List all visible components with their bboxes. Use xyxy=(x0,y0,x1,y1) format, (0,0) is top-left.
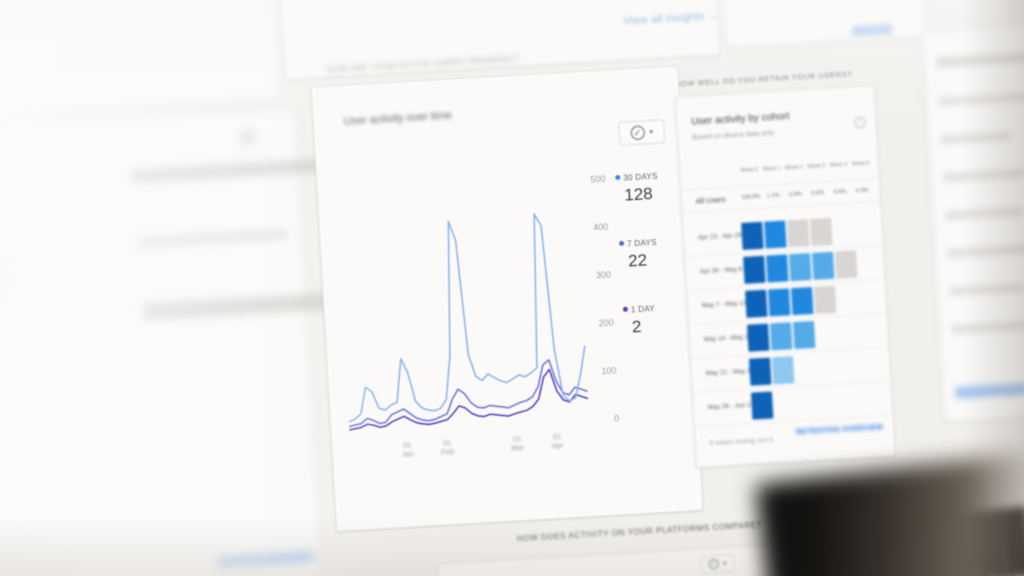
cohort-cell-empty xyxy=(774,390,797,418)
cohort-cell xyxy=(766,254,789,283)
cohort-row-all-users: All Users 100.0% 1.1% 0.9% 0.6% 0.4% 0.3% xyxy=(681,177,881,214)
section-title-retention: HOW WELL DO YOU RETAIN YOUR USERS? xyxy=(674,69,853,89)
y-tick: 200 xyxy=(598,317,614,329)
cohort-footer: 6 weeks ending Jun 3 xyxy=(709,436,773,448)
chevron-down-icon: ▾ xyxy=(649,128,654,137)
chart-options-dropdown[interactable]: ✓ ▾ xyxy=(700,553,736,574)
cohort-cell xyxy=(813,285,837,314)
cohort-cell-empty xyxy=(795,355,818,383)
cohort-week-headers: Week 0 Week 1 Week 2 Week 3 Week 4 Week 5 xyxy=(740,160,870,174)
blurred-link[interactable] xyxy=(217,551,314,568)
cohort-cell-empty xyxy=(866,385,889,413)
cohort-cell-empty xyxy=(818,354,841,382)
y-tick: 100 xyxy=(601,365,617,377)
info-icon[interactable]: i xyxy=(854,116,866,129)
cohort-cell xyxy=(750,391,774,420)
legend-item-30-days[interactable]: 30 DAYS 128 xyxy=(615,172,659,206)
chart-legend: 30 DAYS 128 7 DAYS 22 1 DAY 2 xyxy=(615,168,679,336)
cohort-cell xyxy=(745,289,768,318)
card-title: User activity by cohort xyxy=(690,111,790,128)
cohort-cell-empty xyxy=(856,215,879,243)
cohort-cell xyxy=(741,221,764,250)
cohort-cell xyxy=(769,322,793,351)
cohort-cell-empty xyxy=(816,320,839,348)
cohort-cell-empty xyxy=(841,352,864,380)
chart-options-dropdown[interactable]: ✓ ▾ xyxy=(618,119,666,146)
cohort-cell xyxy=(767,288,791,317)
legend-dot xyxy=(622,306,629,312)
cohort-cell xyxy=(746,323,770,352)
right-report-card xyxy=(921,21,1024,423)
cohort-cell-empty xyxy=(833,216,856,244)
cohort-cell xyxy=(810,217,833,246)
cohort-cell-empty xyxy=(860,283,883,311)
retention-cohort-card: User activity by cohort Based on device … xyxy=(674,85,896,468)
blurred-card-title xyxy=(935,50,1024,68)
left-report-card xyxy=(0,107,386,576)
retention-overview-link[interactable]: RETENTION OVERVIEW xyxy=(795,424,884,437)
cohort-cell-empty xyxy=(837,284,860,312)
cohort-cell-empty xyxy=(864,351,887,379)
check-circle-icon: ✓ xyxy=(630,125,645,141)
section-title-platforms: HOW DOES ACTIVITY ON YOUR PLATFORMS COMP… xyxy=(516,520,762,544)
x-tick: 01 Mar xyxy=(510,433,525,453)
check-circle-icon: ✓ xyxy=(708,558,720,570)
cohort-cell xyxy=(764,220,787,249)
cohort-cell xyxy=(792,320,816,350)
card-subtitle: Based on device data only xyxy=(691,129,775,142)
legend-dot xyxy=(618,240,625,247)
legend-item-7-days[interactable]: 7 DAYS 22 xyxy=(618,238,658,272)
cohort-cell xyxy=(834,250,858,279)
card-title: User activity over time xyxy=(343,109,453,128)
line-series-7-days xyxy=(348,359,588,428)
y-tick: 300 xyxy=(595,269,612,281)
blurred-link[interactable] xyxy=(954,382,1024,399)
cohort-cell-empty xyxy=(839,318,862,346)
cohort-cell xyxy=(771,356,795,385)
top-left-insight-card xyxy=(0,0,281,119)
cohort-cell-empty xyxy=(820,388,843,416)
activity-line-chart xyxy=(348,213,589,431)
view-all-insights-link[interactable]: View all insights → xyxy=(622,9,720,28)
y-tick: 500 xyxy=(590,173,606,185)
cohort-cell-empty xyxy=(858,249,881,277)
cohort-cell-empty xyxy=(862,317,885,345)
y-tick: 400 xyxy=(592,221,609,233)
legend-value: 22 xyxy=(627,250,648,271)
chevron-down-icon: ▾ xyxy=(722,560,727,568)
x-tick: 01 Apr xyxy=(551,431,564,451)
x-tick: 01 Jan xyxy=(401,440,415,460)
legend-value: 128 xyxy=(623,184,654,205)
line-series-30-days xyxy=(348,213,586,423)
cohort-cell-empty xyxy=(843,386,866,414)
cohort-cell xyxy=(789,253,812,282)
x-tick: 01 Feb xyxy=(441,438,455,457)
user-activity-card: User activity over time ✓ ▾ 500 400 300 … xyxy=(310,65,704,532)
cohort-cell xyxy=(790,287,814,316)
blurred-icon xyxy=(238,128,256,146)
legend-value: 2 xyxy=(631,316,642,337)
cohort-cell-empty xyxy=(797,389,820,417)
y-tick: 0 xyxy=(613,413,620,424)
cohort-cell xyxy=(787,219,810,248)
blurred-card-title xyxy=(131,158,328,183)
cohort-cell xyxy=(811,251,835,280)
legend-item-1-day[interactable]: 1 DAY 2 xyxy=(622,304,657,338)
top-right-insight-card xyxy=(719,0,926,49)
legend-dot xyxy=(615,174,621,181)
blurred-link[interactable] xyxy=(851,23,893,37)
cohort-cell xyxy=(748,357,772,386)
cohort-cell xyxy=(743,255,766,284)
blurred-row-label xyxy=(136,229,288,248)
platforms-compare-card: ✓ ▾ xyxy=(437,536,911,576)
